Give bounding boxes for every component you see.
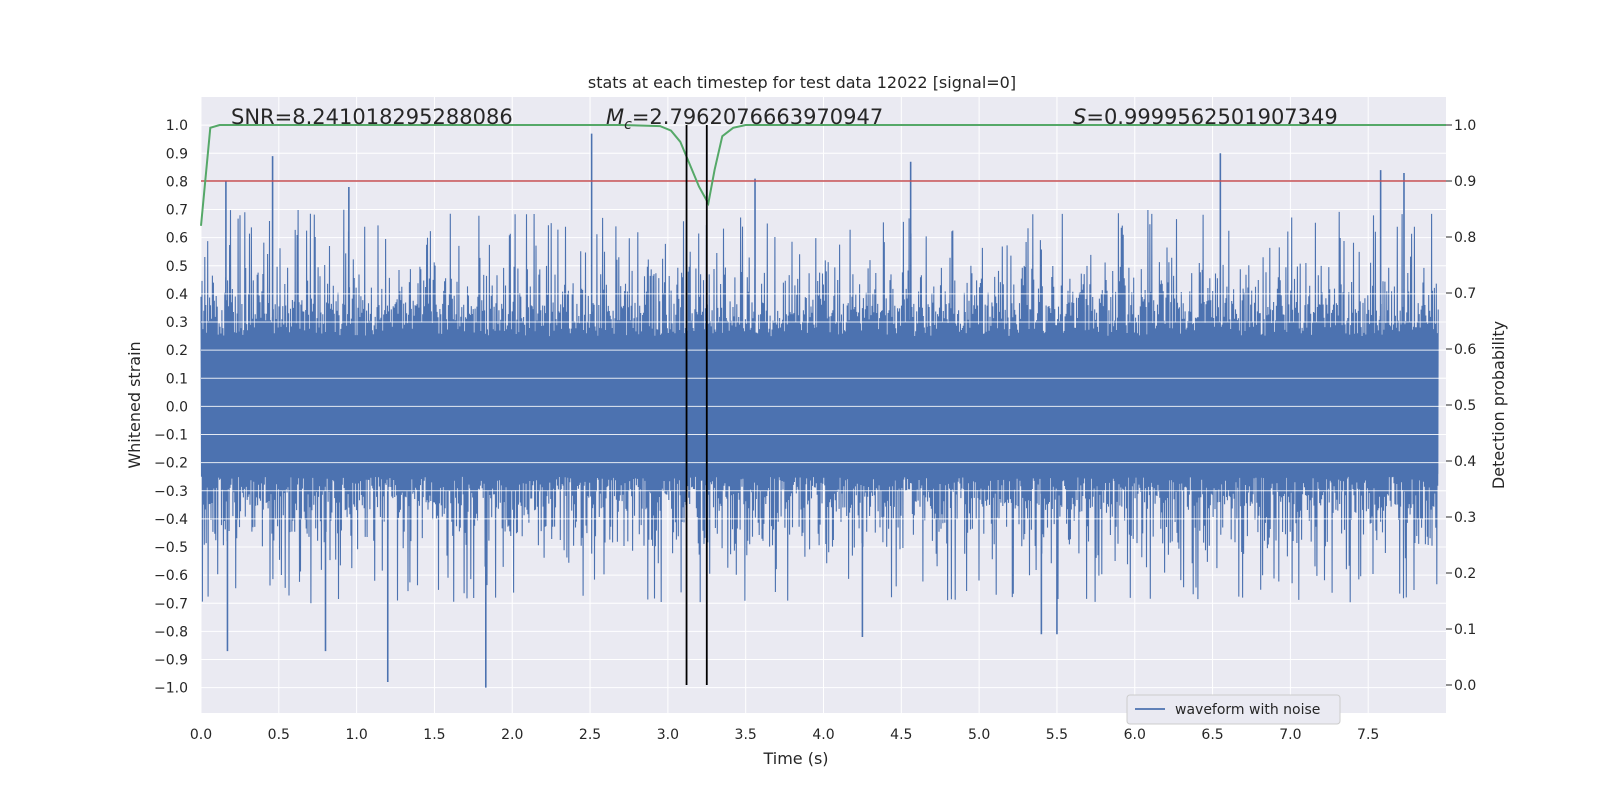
y2-tick-label: 1.0 [1454, 118, 1476, 134]
y2-tick-label: 0.3 [1454, 510, 1476, 526]
y-axis-label: Whitened strain [125, 341, 144, 468]
x-tick-label: 6.5 [1201, 727, 1223, 743]
x-tick-label: 3.0 [657, 727, 679, 743]
y-tick-label: 0.9 [166, 146, 188, 162]
y-tick-label: −0.9 [154, 653, 188, 669]
y-tick-label: 0.2 [166, 343, 188, 359]
legend: waveform with noise [1126, 694, 1341, 725]
y-tick-label: −0.3 [154, 484, 188, 500]
score-annotation: S=0.9999562501907349 [1073, 105, 1338, 129]
y-tick-label: 0.4 [166, 287, 188, 303]
waveform-series [200, 133, 1446, 688]
y2-tick-label: 0.1 [1454, 622, 1476, 638]
x-tick-label: 3.5 [735, 727, 757, 743]
y-tick-label: −0.5 [154, 540, 188, 556]
right-y-ticks: 1.0 0.9 0.8 0.7 0.6 0.5 0.4 0.3 0.2 0.1 0.0 [1446, 118, 1476, 694]
y-tick-label: −0.1 [154, 428, 188, 444]
x-tick-label: 1.0 [345, 727, 367, 743]
y2-tick-label: 0.9 [1454, 174, 1476, 190]
x-tick-label: 6.0 [1124, 727, 1146, 743]
y2-tick-label: 0.0 [1454, 678, 1476, 694]
y2-tick-label: 0.5 [1454, 398, 1476, 414]
y-tick-label: 1.0 [166, 118, 188, 134]
overlay-series [200, 124, 1446, 685]
legend-box [1126, 694, 1341, 725]
y-tick-label: 0.5 [166, 259, 188, 275]
y-tick-label: 0.1 [166, 371, 188, 387]
y-tick-label: 0.6 [166, 231, 188, 247]
y-tick-label: −0.2 [154, 456, 188, 472]
y-tick-label: −1.0 [154, 681, 188, 697]
x-tick-label: 5.5 [1046, 727, 1068, 743]
x-tick-label: 4.0 [812, 727, 834, 743]
x-ticks: 0.0 0.5 1.0 1.5 2.0 2.5 3.0 3.5 4.0 4.5 5.0 5.5 6.0 6… [190, 727, 1379, 743]
y-tick-label: −0.6 [154, 568, 188, 584]
x-tick-label: 7.0 [1279, 727, 1301, 743]
y-tick-label: 0.0 [166, 399, 188, 415]
x-tick-label: 0.0 [190, 727, 212, 743]
y2-tick-label: 0.7 [1454, 286, 1476, 302]
x-tick-label: 0.5 [268, 727, 290, 743]
y-tick-label: 0.8 [166, 174, 188, 190]
x-tick-label: 4.5 [890, 727, 912, 743]
snr-annotation: SNR=8.241018295288086 [231, 105, 513, 129]
x-tick-label: 5.0 [968, 727, 990, 743]
y2-tick-label: 0.2 [1454, 566, 1476, 582]
x-axis-label: Time (s) [762, 749, 828, 768]
chirp-mass-annotation: Mc=2.7962076663970947 [606, 105, 883, 133]
chart-title: stats at each timestep for test data 120… [588, 73, 1016, 92]
y-tick-label: −0.8 [154, 624, 188, 640]
x-tick-label: 1.5 [423, 727, 445, 743]
y2-tick-label: 0.4 [1454, 454, 1476, 470]
x-tick-label: 2.0 [501, 727, 523, 743]
y-tick-label: −0.4 [154, 512, 188, 528]
y-tick-label: 0.7 [166, 203, 188, 219]
detection-probability-line [200, 124, 1446, 226]
y2-tick-label: 0.6 [1454, 342, 1476, 358]
y-tick-label: −0.7 [154, 596, 188, 612]
y2-tick-label: 0.8 [1454, 230, 1476, 246]
left-y-ticks: 1.0 0.9 0.8 0.7 0.6 0.5 0.4 0.3 0.2 0.1 0.0 −0.1 −0.… [154, 118, 188, 697]
legend-label-waveform: waveform with noise [1175, 702, 1320, 718]
x-tick-label: 2.5 [579, 727, 601, 743]
y-tick-label: 0.3 [166, 315, 188, 331]
x-tick-label: 7.5 [1357, 727, 1379, 743]
y2-axis-label: Detection probability [1489, 321, 1508, 489]
